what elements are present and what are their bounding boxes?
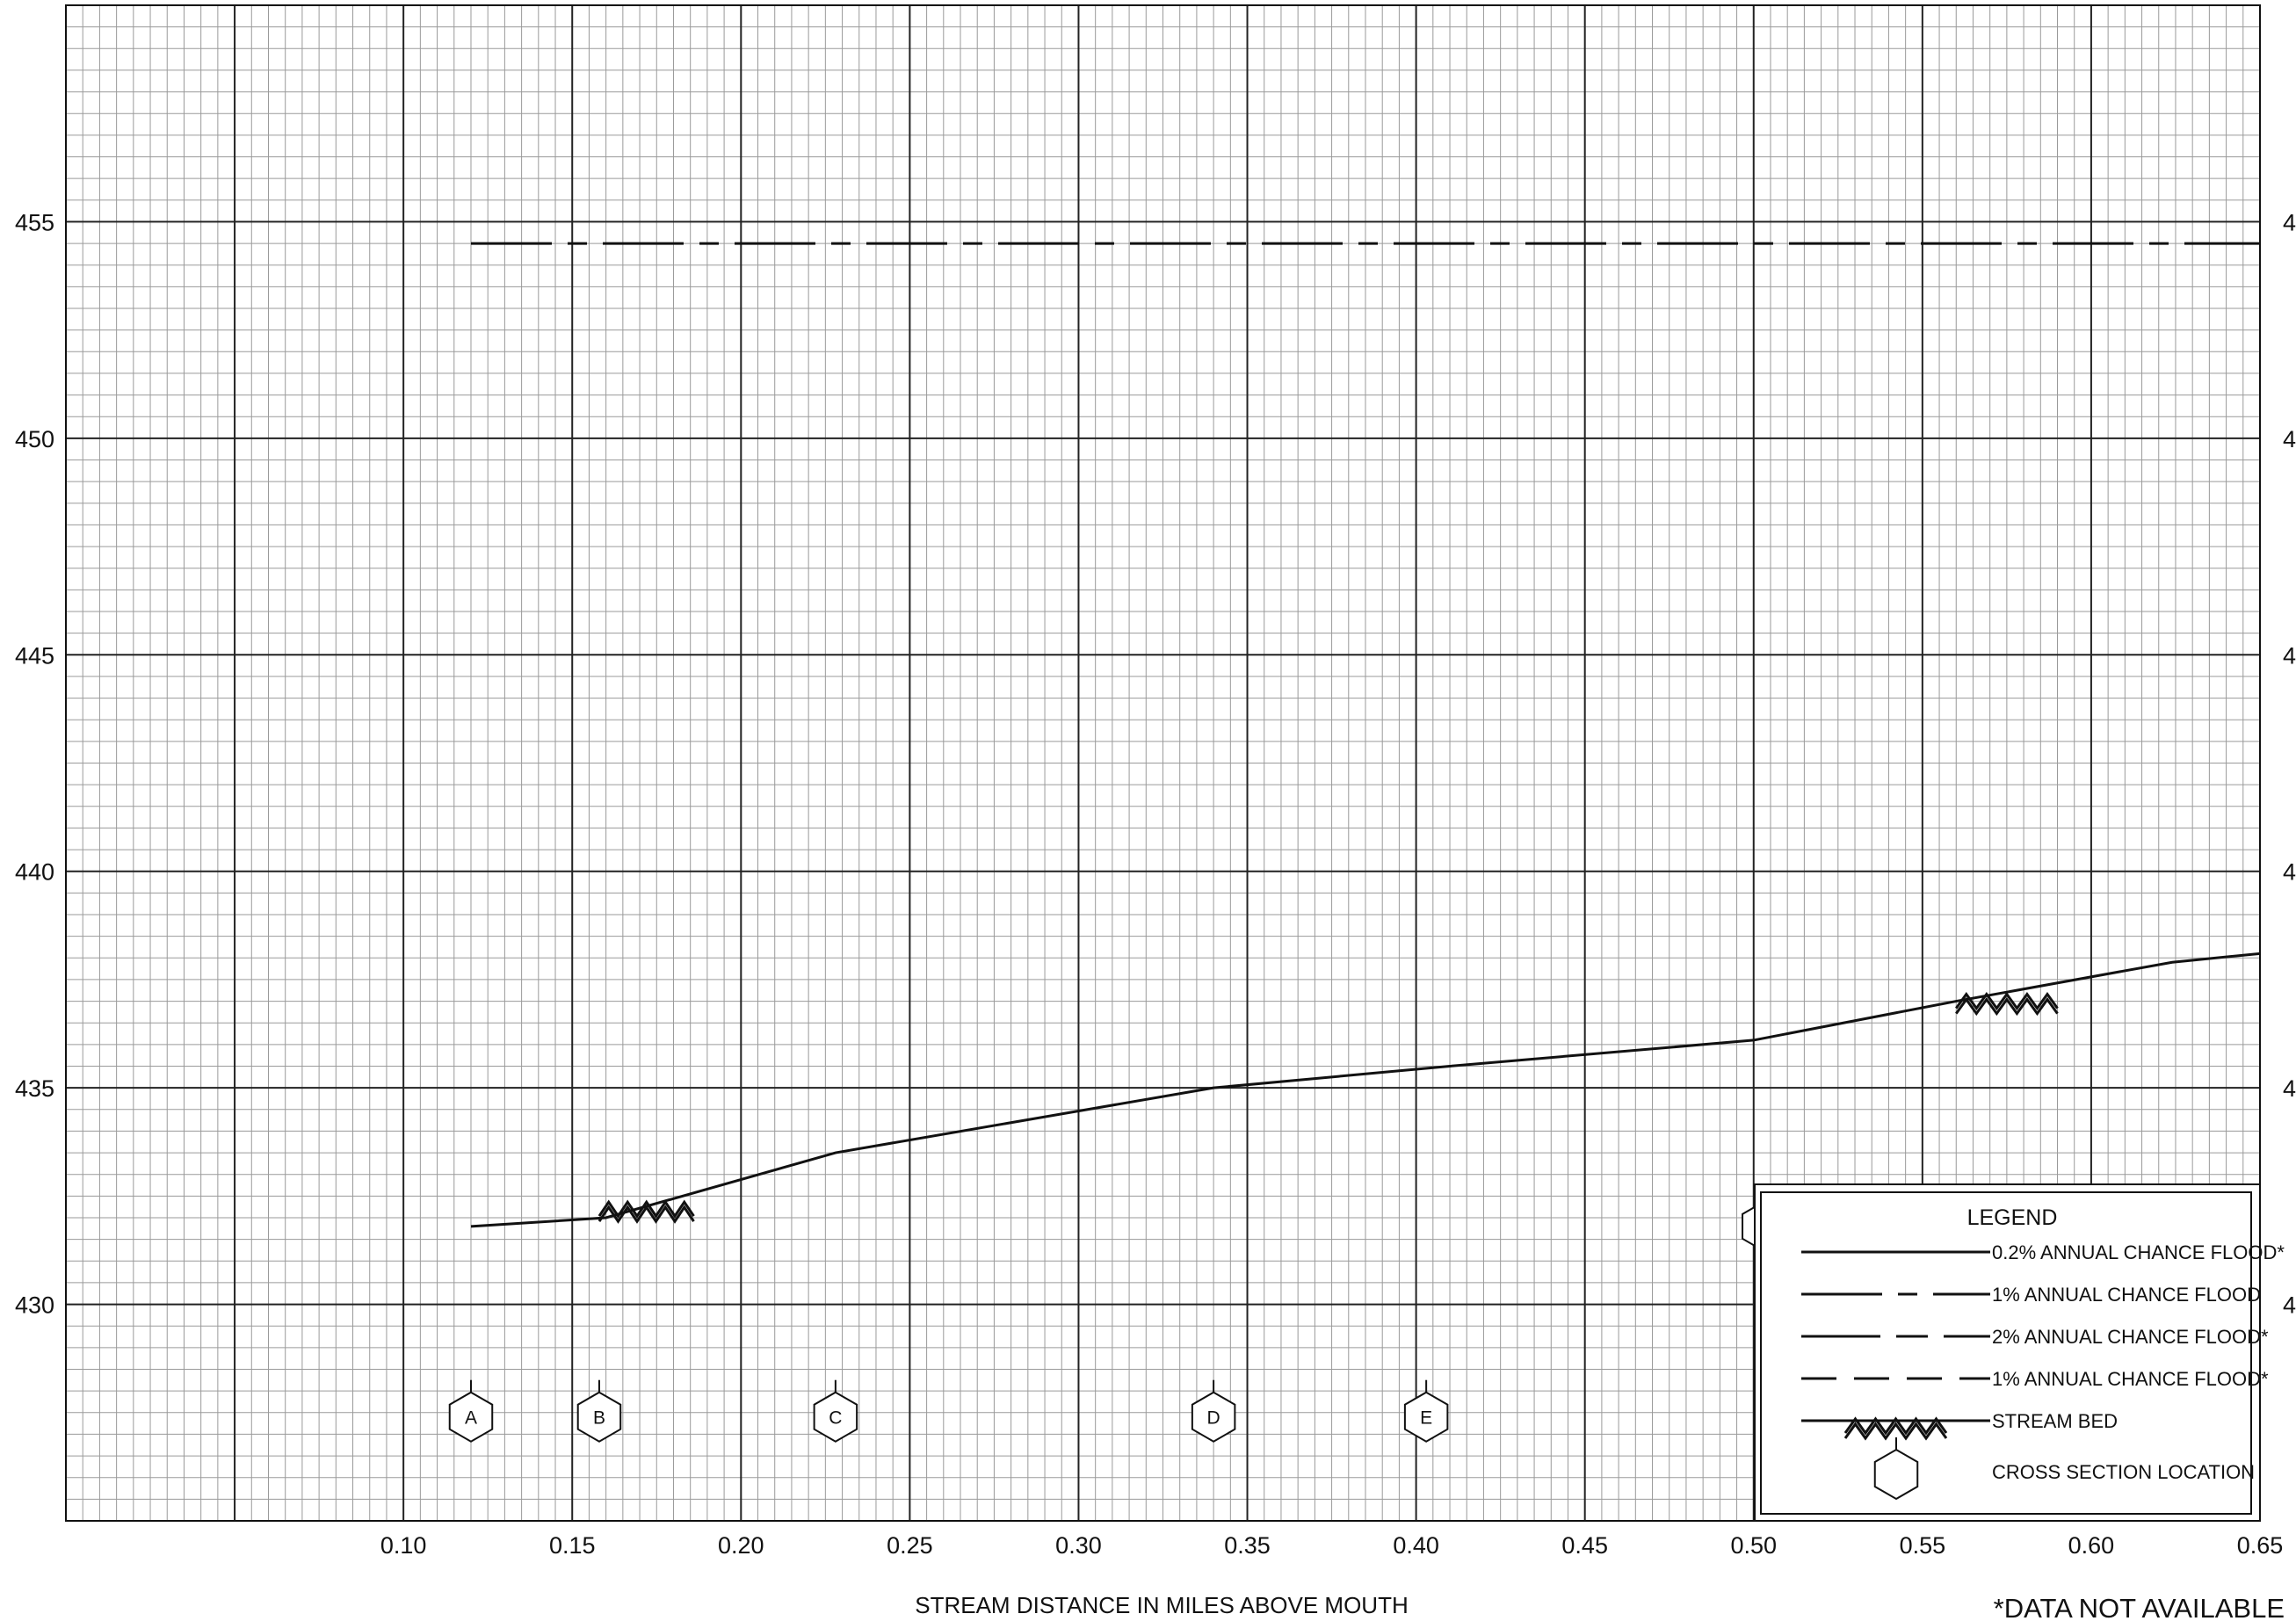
x-tick-label: 0.50 bbox=[1730, 1532, 1777, 1559]
x-tick-label: 0.45 bbox=[1561, 1532, 1608, 1559]
x-tick-label: 0.20 bbox=[718, 1532, 764, 1559]
x-tick-label: 0.35 bbox=[1224, 1532, 1271, 1559]
legend-title: LEGEND bbox=[1967, 1205, 2058, 1230]
legend-entry: 1% ANNUAL CHANCE FLOOD* bbox=[1801, 1368, 2269, 1390]
stream-bed-hatch-mark bbox=[598, 1199, 695, 1224]
x-tick-label: 0.30 bbox=[1055, 1532, 1102, 1559]
x-tick-label: 0.15 bbox=[549, 1532, 596, 1559]
legend-entry-label: 1% ANNUAL CHANCE FLOOD bbox=[1992, 1284, 2261, 1306]
cross-section-label: D bbox=[1207, 1408, 1220, 1429]
cross-section-label: B bbox=[593, 1408, 605, 1429]
hatch-stroke bbox=[1955, 997, 2059, 1017]
cross-section-marker: A bbox=[448, 1379, 494, 1443]
series-layer bbox=[470, 242, 2261, 1228]
y-tick-label: 430 bbox=[15, 1292, 54, 1319]
cross-section-hexagon bbox=[1873, 1448, 1919, 1501]
cross-section-marker: B bbox=[576, 1379, 622, 1443]
hatch-stroke bbox=[1955, 992, 2059, 1011]
stream-bed-hatch-layer bbox=[598, 992, 2059, 1224]
legend-inner-box bbox=[1760, 1191, 2252, 1515]
cross-section-hexagon bbox=[448, 1391, 494, 1443]
cross-section-label: E bbox=[1420, 1408, 1432, 1429]
legend-entry: CROSS SECTION LOCATION bbox=[1873, 1437, 2255, 1501]
legend-hatch-symbol bbox=[1843, 1416, 1948, 1441]
plot-frame bbox=[65, 4, 2261, 1522]
series-stream-bed bbox=[470, 952, 2261, 1228]
right-y-tick-label: 4 bbox=[2283, 426, 2296, 452]
x-tick-label: 0.25 bbox=[887, 1532, 933, 1559]
hatch-stroke bbox=[1843, 1416, 1948, 1436]
y-tick-label: 445 bbox=[15, 642, 54, 669]
right-y-tick-label: 4 bbox=[2283, 642, 2296, 669]
legend-entry: 0.2% ANNUAL CHANCE FLOOD* bbox=[1801, 1241, 2285, 1263]
cross-section-marker: E bbox=[1403, 1379, 1449, 1443]
right-y-axis-ticks: 4 4 4 4 4 4 bbox=[2283, 209, 2296, 1318]
hatch-stroke bbox=[598, 1205, 695, 1224]
legend-entry: STREAM BED bbox=[1801, 1410, 2118, 1441]
right-y-tick-label: 4 bbox=[2283, 209, 2296, 235]
legend: LEGEND 0.2% ANNUAL CHANCE FLOOD* 1% ANNUA… bbox=[1754, 1183, 2285, 1522]
cross-section-hexagon bbox=[813, 1391, 858, 1443]
cross-section-hexagon bbox=[1403, 1391, 1449, 1443]
legend-box bbox=[1754, 1183, 2261, 1522]
x-tick-label: 0.65 bbox=[2237, 1532, 2284, 1559]
right-y-tick-label: 4 bbox=[2283, 1075, 2296, 1102]
stream-bed-hatch-mark bbox=[1955, 992, 2059, 1017]
legend-entry: 2% ANNUAL CHANCE FLOOD* bbox=[1801, 1326, 2269, 1348]
cross-section-hexagon bbox=[1191, 1391, 1236, 1443]
legend-entry-label: 2% ANNUAL CHANCE FLOOD* bbox=[1992, 1326, 2269, 1348]
y-tick-label: 440 bbox=[15, 859, 54, 886]
y-tick-label: 435 bbox=[15, 1075, 54, 1102]
hatch-stroke bbox=[1843, 1422, 1948, 1441]
legend-entries: 0.2% ANNUAL CHANCE FLOOD* 1% ANNUAL CHANC… bbox=[1801, 1241, 2285, 1501]
y-tick-label: 450 bbox=[15, 426, 54, 452]
hatch-stroke bbox=[598, 1199, 695, 1219]
legend-hexagon-symbol bbox=[1873, 1437, 1919, 1501]
legend-entry-label: STREAM BED bbox=[1992, 1410, 2118, 1432]
x-tick-label: 0.60 bbox=[2068, 1532, 2115, 1559]
x-axis-ticks: 0.10 0.15 0.20 0.25 0.30 0.35 0.40 0.45 0.50 0.55… bbox=[380, 1532, 2283, 1559]
legend-entry-label: 1% ANNUAL CHANCE FLOOD* bbox=[1992, 1368, 2269, 1390]
legend-entry-label: 0.2% ANNUAL CHANCE FLOOD* bbox=[1992, 1241, 2285, 1263]
cross-section-label: A bbox=[465, 1408, 477, 1429]
footnote: *DATA NOT AVAILABLE bbox=[1994, 1593, 2285, 1621]
x-tick-label: 0.10 bbox=[380, 1532, 427, 1559]
right-y-tick-label: 4 bbox=[2283, 1292, 2296, 1319]
legend-entry: 1% ANNUAL CHANCE FLOOD bbox=[1801, 1284, 2261, 1306]
cross-section-marker: C bbox=[813, 1379, 858, 1443]
x-axis-label: STREAM DISTANCE IN MILES ABOVE MOUTH bbox=[915, 1592, 1409, 1618]
legend-entry-label: CROSS SECTION LOCATION bbox=[1992, 1461, 2255, 1483]
y-tick-label: 455 bbox=[15, 209, 54, 235]
x-tick-label: 0.55 bbox=[1900, 1532, 1946, 1559]
right-y-tick-label: 4 bbox=[2283, 859, 2296, 886]
cross-section-marker: D bbox=[1191, 1379, 1236, 1443]
cross-section-hexagon bbox=[576, 1391, 622, 1443]
y-axis-ticks: 430 435 440 445 450 455 bbox=[15, 209, 54, 1318]
x-tick-label: 0.40 bbox=[1393, 1532, 1439, 1559]
cross-section-label: C bbox=[829, 1408, 842, 1429]
